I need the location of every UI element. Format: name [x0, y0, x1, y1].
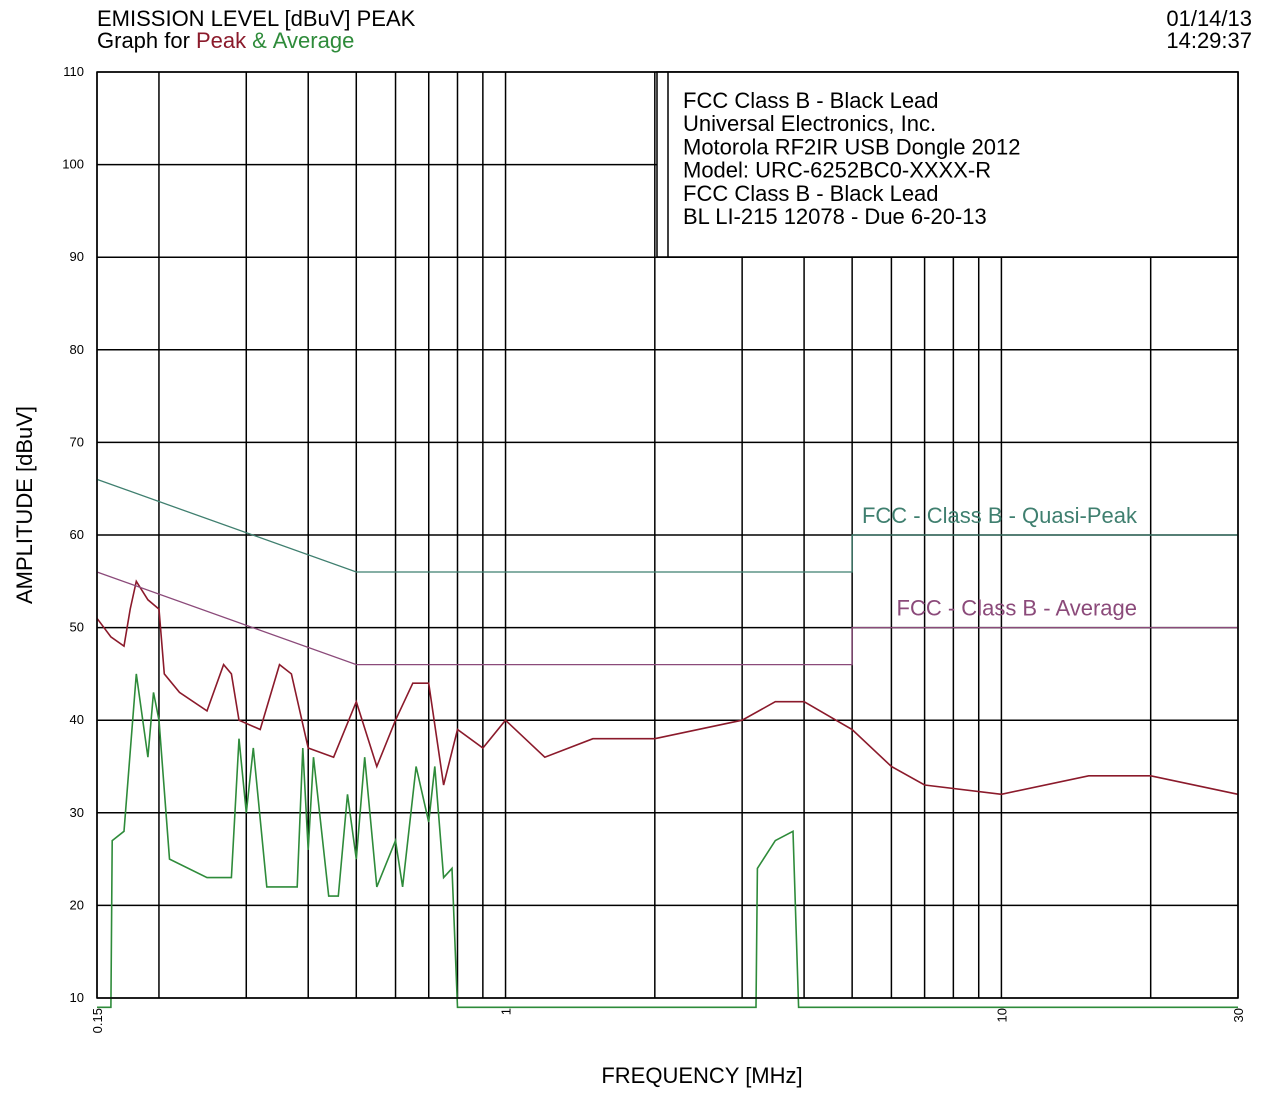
y-axis-label: AMPLITUDE [dBuV] [12, 406, 37, 604]
y-tick-label: 50 [70, 620, 84, 635]
y-tick-label: 60 [70, 527, 84, 542]
legend: Graph for Peak & Average [97, 28, 354, 53]
series-line [97, 673, 1238, 1009]
data [96, 478, 1239, 1009]
limit-label: FCC - Class B - Quasi-Peak [862, 503, 1138, 528]
y-tick-label: 40 [70, 712, 84, 727]
plot-frame [96, 71, 1239, 999]
series-line [96, 579, 1239, 796]
x-tick-label: 30 [1231, 1008, 1246, 1022]
x-tick-label: 1 [499, 1008, 514, 1015]
series-line [96, 571, 1238, 666]
x-tick-label: 0.15 [90, 1008, 105, 1033]
y-tick-label: 10 [70, 990, 84, 1005]
annotation-line: FCC Class B - Black Lead [683, 181, 939, 206]
y-tick-label: 90 [70, 249, 84, 264]
y-tick-label: 80 [70, 342, 84, 357]
annotation-line: Model: URC-6252BC0-XXXX-R [683, 158, 991, 183]
annotation-line: Motorola RF2IR USB Dongle 2012 [683, 134, 1021, 159]
y-tick-label: 30 [70, 805, 84, 820]
legend-entry: Average [273, 28, 355, 53]
y-tick-label: 70 [70, 434, 84, 449]
annotation-line: BL LI-215 12078 - Due 6-20-13 [683, 204, 987, 229]
annotation-line: Universal Electronics, Inc. [683, 111, 936, 136]
chart-title: EMISSION LEVEL [dBuV] PEAK [97, 6, 416, 31]
series-line [96, 478, 1238, 573]
legend-separator: & [252, 28, 267, 53]
legend-entry: Peak [196, 28, 247, 53]
y-tick-label: 20 [70, 897, 84, 912]
y-tick-label: 100 [62, 157, 84, 172]
legend-prefix: Graph for [97, 28, 190, 53]
limit-label: FCC - Class B - Average [897, 596, 1137, 621]
y-tick-label: 110 [63, 64, 84, 79]
time: 14:29:37 [1166, 28, 1252, 53]
annotation-box [656, 71, 1239, 258]
x-tick-label: 10 [994, 1008, 1009, 1022]
date: 01/14/13 [1166, 6, 1252, 31]
x-axis-label: FREQUENCY [MHz] [601, 1063, 802, 1088]
annotation-line: FCC Class B - Black Lead [683, 88, 939, 113]
